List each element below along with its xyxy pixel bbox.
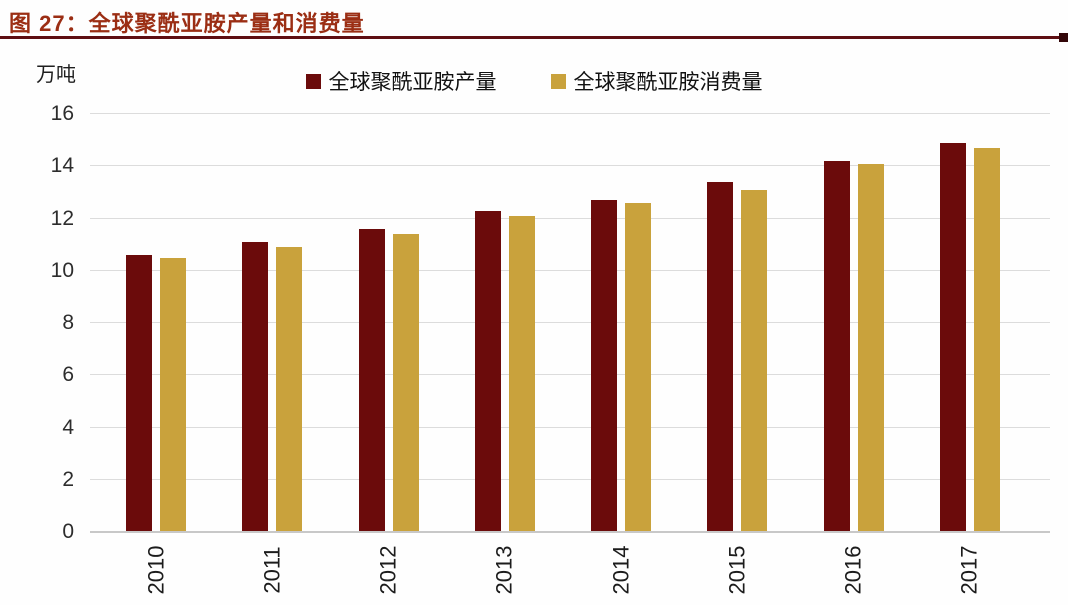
gridline-6 bbox=[90, 374, 1050, 376]
x-tick-text: 2015 bbox=[724, 545, 750, 595]
x-tick-label-2011: 2011 bbox=[237, 538, 307, 602]
x-tick-text: 2010 bbox=[143, 545, 169, 595]
bar-group-2013 bbox=[474, 210, 535, 532]
chart-title: 图 27：全球聚酰亚胺产量和消费量 bbox=[9, 11, 365, 36]
bar-production-2016 bbox=[823, 161, 850, 532]
bar-group-2015 bbox=[707, 181, 768, 532]
x-tick-label-2012: 2012 bbox=[354, 538, 424, 602]
bar-consumption-2017 bbox=[973, 148, 1000, 532]
bar-production-2011 bbox=[242, 242, 269, 532]
gridline-14 bbox=[90, 165, 1050, 167]
legend-label-consumption: 全球聚酰亚胺消费量 bbox=[573, 71, 763, 94]
bar-consumption-2013 bbox=[508, 215, 535, 532]
y-tick-label-12: 12 bbox=[50, 206, 74, 230]
legend-label-production: 全球聚酰亚胺产量 bbox=[328, 71, 497, 94]
bar-production-2010 bbox=[126, 255, 153, 532]
bar-consumption-2015 bbox=[741, 189, 768, 532]
x-tick-label-2013: 2013 bbox=[470, 538, 540, 602]
bar-production-2015 bbox=[707, 181, 734, 532]
legend-item-consumption: 全球聚酰亚胺消费量 bbox=[550, 66, 763, 96]
gridline-12 bbox=[90, 217, 1050, 219]
bar-group-2014 bbox=[591, 200, 652, 532]
legend-item-production: 全球聚酰亚胺产量 bbox=[305, 66, 497, 96]
gridline-4 bbox=[90, 426, 1050, 428]
x-axis-labels: 2010 2011 2012 2013 2014 2015 2016 2017 bbox=[98, 538, 1028, 602]
plot-area bbox=[90, 113, 1050, 533]
divider-end-cap bbox=[1059, 33, 1068, 42]
bar-group-2010 bbox=[126, 255, 187, 532]
bar-production-2012 bbox=[358, 228, 385, 532]
bar-group-2016 bbox=[823, 161, 884, 532]
x-tick-text: 2013 bbox=[491, 545, 517, 595]
y-tick-label-10: 10 bbox=[50, 258, 74, 282]
gridline-16 bbox=[90, 113, 1050, 114]
y-tick-label-6: 6 bbox=[62, 363, 74, 387]
gridline-8 bbox=[90, 322, 1050, 323]
y-axis-unit-label: 万吨 bbox=[36, 64, 76, 86]
title-divider-line bbox=[0, 36, 1068, 39]
bar-consumption-2014 bbox=[625, 202, 652, 532]
bar-groups bbox=[98, 114, 1028, 532]
bar-group-2011 bbox=[242, 242, 303, 532]
bar-consumption-2011 bbox=[276, 247, 303, 532]
x-tick-text: 2011 bbox=[259, 546, 285, 594]
bar-consumption-2010 bbox=[160, 257, 187, 532]
y-tick-label-4: 4 bbox=[62, 415, 74, 439]
x-tick-label-2010: 2010 bbox=[121, 538, 191, 602]
x-tick-text: 2016 bbox=[840, 545, 866, 595]
gridline-10 bbox=[90, 269, 1050, 271]
bar-group-2012 bbox=[358, 228, 419, 532]
x-tick-label-2016: 2016 bbox=[819, 538, 889, 602]
x-tick-text: 2017 bbox=[956, 545, 982, 595]
bar-production-2013 bbox=[474, 210, 501, 532]
production-swatch-icon bbox=[305, 73, 321, 89]
x-tick-text: 2012 bbox=[375, 545, 401, 595]
bar-consumption-2012 bbox=[392, 234, 419, 532]
chart-legend: 全球聚酰亚胺产量 全球聚酰亚胺消费量 bbox=[0, 66, 1068, 96]
gridline-2 bbox=[90, 478, 1050, 480]
x-tick-label-2017: 2017 bbox=[935, 538, 1005, 602]
bar-group-2017 bbox=[939, 142, 1000, 532]
bar-consumption-2016 bbox=[857, 163, 884, 532]
x-tick-text: 2014 bbox=[608, 545, 634, 595]
y-tick-label-16: 16 bbox=[50, 102, 74, 125]
consumption-swatch-icon bbox=[550, 73, 566, 89]
bar-production-2017 bbox=[939, 142, 966, 532]
x-tick-label-2015: 2015 bbox=[702, 538, 772, 602]
x-axis-line bbox=[90, 531, 1050, 533]
y-tick-label-8: 8 bbox=[62, 311, 74, 334]
y-tick-label-14: 14 bbox=[50, 154, 74, 178]
bar-production-2014 bbox=[591, 200, 618, 532]
y-tick-label-2: 2 bbox=[62, 467, 74, 491]
x-tick-label-2014: 2014 bbox=[586, 538, 656, 602]
y-tick-label-0: 0 bbox=[62, 520, 74, 543]
